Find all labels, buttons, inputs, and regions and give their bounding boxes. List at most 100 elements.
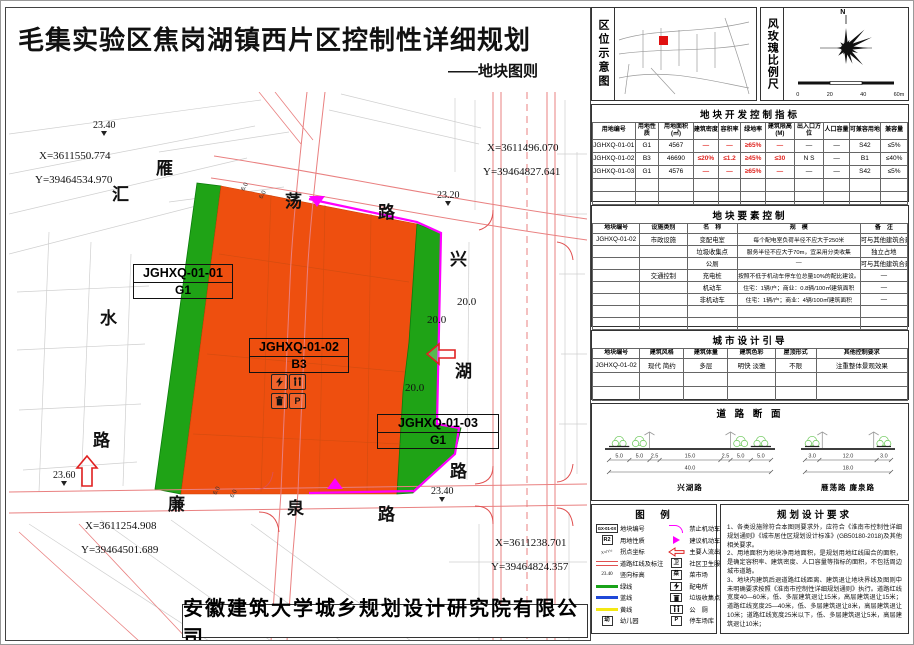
public-toilet-icon [289, 374, 306, 390]
scale-tick: 60m [893, 92, 905, 98]
legend-item: 配电所 [663, 581, 739, 593]
requirement-item: 2、用地面积为地块净用地面积，是规划用地红线围合的面积，是确定容积率、建筑密度、… [727, 550, 902, 575]
legend-label: 拐点坐标 [620, 549, 645, 557]
table-row: 非机动车 住宅：1辆/户；商业：4辆/100㎡建筑面积 — [591, 292, 909, 306]
column-header: 建筑密度 [692, 122, 719, 140]
legend-label: 道路红线及标注 [620, 560, 664, 568]
table-cell: ≥65% [740, 138, 767, 153]
table-cell [639, 256, 688, 270]
svg-text:3.0: 3.0 [880, 454, 888, 460]
table-cell [639, 280, 688, 294]
table-cell: 4576 [658, 164, 694, 179]
legend-column: GX-01-0X 地块编号 R2 用地性质 X=/Y= 拐点坐标 道路红线及标注 23.40 竖… [594, 523, 663, 632]
column-header: 用地编号 [592, 122, 636, 140]
table-cell: 服务半径不应大于70m，宜采用分类收集 [736, 244, 861, 258]
panel-bottom-row: 图 例 GX-01-0X 地块编号 R2 用地性质 X=/Y= 拐点坐标 道路红线及标注 23… [591, 504, 909, 634]
table-cell: — [859, 268, 909, 282]
road-name-char: 路 [93, 431, 110, 450]
location-diagram-title: 区位示意图 [592, 8, 615, 100]
road-name-char: 汇 [112, 185, 129, 204]
legend-label: 地块编号 [620, 526, 645, 534]
legend-item: 禁止机动车开口段 [663, 523, 739, 535]
table-cell: 多层 [683, 357, 729, 373]
column-header: 地块编号 [591, 223, 641, 234]
spot-elevation: 23.20 [437, 190, 460, 206]
north-label: N [840, 9, 846, 16]
box-symbol: 幼 [601, 615, 613, 626]
svg-text:5.0: 5.0 [615, 454, 623, 460]
section-development-indicators: 地块开发控制指标 用地编号 用地性质 用地面积(㎡) 建筑密度 容积率 绿地率 建筑限高(M… [591, 104, 909, 205]
svg-text:2.5: 2.5 [651, 454, 659, 460]
table-cell: — [859, 280, 909, 294]
location-diagram-box: 区位示意图 [591, 7, 758, 101]
corner-coordinate: X=3611550.774 [39, 150, 111, 162]
legend-box: 图 例 GX-01-0X 地块编号 R2 用地性质 X=/Y= 拐点坐标 道路红线及标注 23… [591, 504, 739, 634]
svg-text:5.0: 5.0 [737, 454, 745, 460]
legend-item: 道路红线及标注 [594, 558, 663, 570]
column-header: 容积率 [717, 122, 742, 140]
table-cell: — [793, 138, 825, 153]
table-row-empty [592, 190, 908, 205]
elev-symbol: 23.40 [601, 572, 613, 578]
table-cell [639, 244, 688, 258]
legend-label: 建议机动车出入口 [689, 537, 739, 545]
table-cell [591, 256, 641, 270]
table-cell: ≤5% [880, 138, 908, 153]
column-header: 建筑限高(M) [765, 122, 795, 140]
section-element-control: 地块要素控制 地块编号 设施类别名 称规 模备 注 JGHXQ-01-02 市政设施变… [591, 205, 909, 342]
spot-elevation: 23.40 [93, 120, 116, 136]
legend-label: 配电所 [689, 583, 708, 591]
page-title: 毛集实验区焦岗湖镇西片区控制性详细规划 [18, 25, 532, 55]
windrose-box: 风玫瑰比例尺 N 0 20 40 60 [760, 7, 909, 101]
map-drawing [9, 92, 587, 640]
coord-symbol: X=/Y= [600, 547, 614, 555]
table-cell: ≥45% [740, 151, 767, 166]
road-section-diagram: 3.0 12.0 3.0 18.0 [795, 425, 901, 486]
legend-item: 幼幼儿园 [594, 615, 663, 627]
table-row: 交通控制 充电桩 按照不低于机动车停车位总量10%的配比建设。 — [591, 268, 909, 282]
corner-coordinate: X=3611238.701 [495, 537, 567, 549]
column-header: 设施类别 [639, 223, 688, 234]
svg-text:15.0: 15.0 [685, 454, 696, 460]
table-cell: ≤30 [765, 151, 795, 166]
road-name-char: 兴 [450, 250, 467, 269]
column-header: 建筑体量 [683, 348, 729, 359]
table-cell: N S [793, 151, 825, 166]
dimension-label: 20.0 [427, 314, 447, 326]
table-cell: JGHXQ-01-02 [592, 151, 636, 166]
road-name-char: 路 [378, 505, 395, 524]
corner-coordinate: Y=39464827.641 [483, 166, 561, 178]
legend-item: 建议机动车出入口 [663, 535, 739, 547]
legend-item: R2 用地性质 [594, 535, 663, 547]
table-cell: ≤5% [880, 164, 908, 179]
column-header: 屋顶形式 [774, 348, 817, 359]
info-panel: 区位示意图 风玫瑰 [591, 7, 909, 640]
section-title: 道 路 断 面 [716, 409, 784, 420]
legend-item: 公 厕 [663, 604, 739, 616]
box-symbol: 卫 [670, 558, 682, 569]
legend-item: 黄线 [594, 604, 663, 616]
road-name-char: 荡 [285, 192, 302, 211]
table-cell: 每个配电室负荷半径不应大于250米 [736, 232, 861, 246]
parcel-label-03: JGHXQ-01-03 G1 [377, 414, 499, 449]
corner-coordinate: Y=39464534.970 [35, 174, 113, 186]
bline-symbol [596, 596, 618, 600]
table-cell: 按照不低于机动车停车位总量10%的配比建设。 [736, 268, 861, 282]
urban-design-table: 地块编号 建筑风格 建筑体量 建筑色彩 屋顶形式 其他控制要求 JGHXQ-01-02 现代 … [591, 348, 909, 401]
road-section-label: 兴湖路 [677, 483, 703, 492]
requirements-box: 规划设计要求 1、各类设施除符合本图则要求外，应符合《淮南市控制性详细规划通则》… [720, 504, 909, 634]
table-row: JGHXQ-01-02 市政设施 变配电室 每个配电室负荷半径不应大于250米 可与其他… [591, 232, 909, 246]
legend-label: 社区卫生服务站 [689, 560, 733, 568]
location-sketch [615, 8, 756, 100]
section-title: 城市设计引导 [712, 336, 788, 347]
table-cell: 住宅：1辆/户；商业：0.8辆/100㎡建筑面积 [736, 280, 861, 294]
table-cell: 现代 简约 [639, 357, 685, 373]
table-row: 机动车 住宅：1辆/户；商业：0.8辆/100㎡建筑面积 — [591, 280, 909, 294]
table-cell: 4567 [658, 138, 694, 153]
development-indicators-table: 用地编号 用地性质 用地面积(㎡) 建筑密度 容积率 绿地率 建筑限高(M) 出入口方位 人口容… [592, 122, 908, 205]
corner-coordinate: Y=39464824.357 [491, 561, 569, 573]
spot-elevation: 23.60 [53, 470, 76, 486]
table-cell: — [793, 164, 825, 179]
header-row: 地块编号 建筑风格 建筑体量 建筑色彩 屋顶形式 其他控制要求 [591, 348, 909, 359]
road-section-xinghu: 5.0 5.0 2.5 15.0 2.5 5.0 5.0 40.0 兴湖路 [599, 425, 781, 493]
